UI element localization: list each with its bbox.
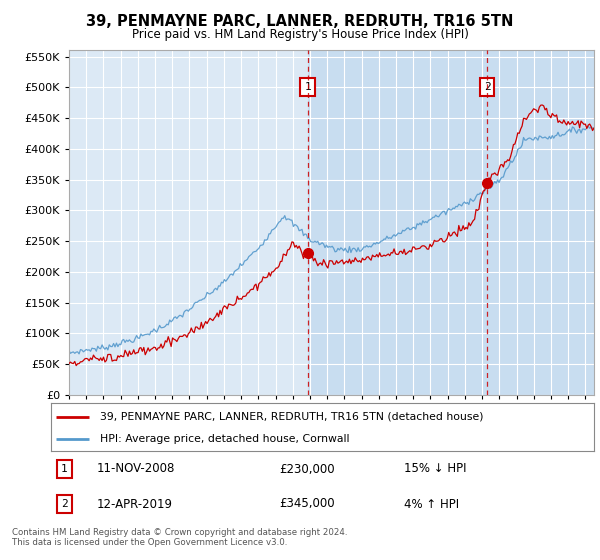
Text: £345,000: £345,000 [279, 497, 335, 511]
Text: 12-APR-2019: 12-APR-2019 [97, 497, 173, 511]
Text: 39, PENMAYNE PARC, LANNER, REDRUTH, TR16 5TN (detached house): 39, PENMAYNE PARC, LANNER, REDRUTH, TR16… [100, 412, 484, 422]
Text: HPI: Average price, detached house, Cornwall: HPI: Average price, detached house, Corn… [100, 434, 349, 444]
Bar [308, 50, 594, 395]
Text: Price paid vs. HM Land Registry's House Price Index (HPI): Price paid vs. HM Land Registry's House … [131, 28, 469, 41]
Text: 2: 2 [484, 82, 490, 92]
Text: £230,000: £230,000 [279, 463, 335, 475]
Text: Contains HM Land Registry data © Crown copyright and database right 2024.
This d: Contains HM Land Registry data © Crown c… [12, 528, 347, 547]
Text: 39, PENMAYNE PARC, LANNER, REDRUTH, TR16 5TN: 39, PENMAYNE PARC, LANNER, REDRUTH, TR16… [86, 14, 514, 29]
Text: 1: 1 [61, 464, 68, 474]
Text: 2: 2 [61, 499, 68, 509]
Text: 15% ↓ HPI: 15% ↓ HPI [404, 463, 466, 475]
Text: 1: 1 [304, 82, 311, 92]
Text: 11-NOV-2008: 11-NOV-2008 [97, 463, 176, 475]
Text: 4% ↑ HPI: 4% ↑ HPI [404, 497, 459, 511]
